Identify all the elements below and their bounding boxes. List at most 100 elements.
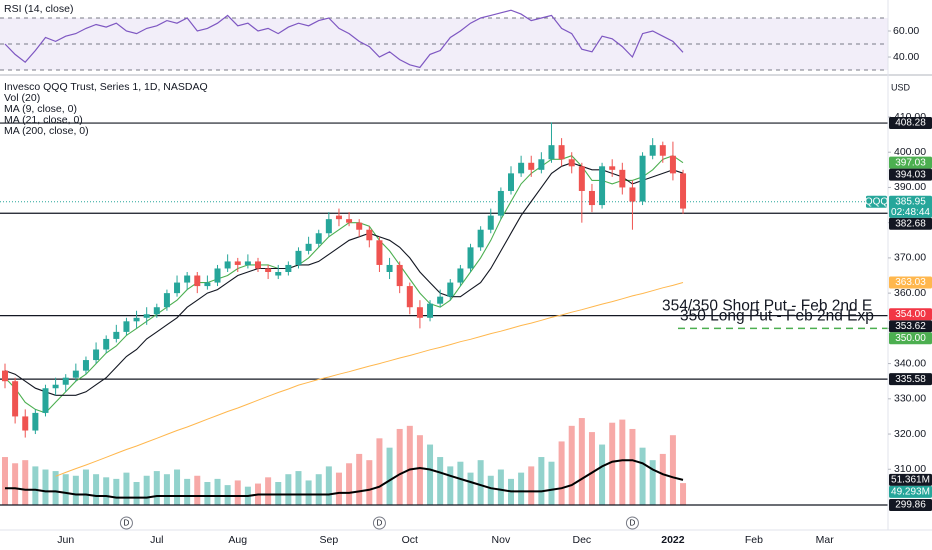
volume-bar [406,425,413,505]
dividend-marker-text: D [124,519,130,528]
volume-bar [629,428,636,505]
volume-bar [457,461,464,505]
volume-bar [558,441,565,505]
volume-bar [42,469,49,505]
volume-bar [659,453,666,505]
volume-bar [376,438,383,505]
candle-body [518,162,525,174]
ma-legend: MA (200, close, 0) [4,125,89,137]
dividend-marker [372,516,386,530]
volume-bar [113,478,120,505]
x-tick-label: Jun [57,534,74,546]
candle-body [335,215,342,220]
volume-bar [619,419,626,505]
candle-body [568,159,575,167]
volume-bar [123,472,130,505]
volume-bar [487,475,494,505]
y-tick-label: 390.00 [894,181,926,193]
candle-body [457,268,464,283]
candle-body [275,271,282,276]
annotation-label-text: 350.00 [895,333,926,344]
level-label-text: 299.86 [895,500,926,511]
candle-body [315,233,322,244]
candle-body [22,416,29,431]
volume-label [889,485,932,498]
ma-line [55,282,684,477]
volume-bar [163,474,170,505]
volume-bar [447,466,454,505]
candle-body [629,187,636,202]
candle-body [366,229,373,241]
x-tick-label: Feb [745,534,763,546]
candle-body [467,247,474,269]
volume-bar [366,460,373,505]
volume-bar [335,472,342,505]
candle-body [619,169,626,188]
volume-bar [93,474,100,505]
ma-legend: MA (21, close, 0) [4,114,83,126]
candle-body [174,282,181,294]
volume-bar [680,483,687,505]
candle-body [680,173,687,209]
candle-body [295,250,302,265]
ma-legend: MA (9, close, 0) [4,103,77,115]
candle-body [406,286,413,308]
annotation-text: 354/350 Short Put - Feb 2nd E [662,297,872,314]
candle-body [447,282,454,297]
volume-bar [427,444,434,505]
volume-bar [437,457,444,505]
annotation-label [889,308,932,321]
annotation-label-text: 354.00 [895,309,926,320]
ma-value-label-text: 363.03 [895,277,926,288]
x-tick-label: Aug [228,534,247,546]
volume-bar [265,477,272,505]
volume-label-text: 49.293M [891,487,930,498]
candle-body [376,240,383,265]
level-label-text: 408.28 [895,118,926,129]
candle-body [538,159,545,170]
rsi-tick-label: 40.00 [893,51,919,63]
candle-body [184,275,191,283]
volume-bar [133,482,140,505]
x-tick-label: Mar [816,534,835,546]
currency-label: USD [891,82,911,92]
candle-body [659,145,666,156]
candle-body [639,155,646,202]
x-tick-label: 2022 [661,534,685,546]
volume-bar [184,478,191,505]
volume-bar [103,477,110,505]
dividend-marker [625,516,639,530]
candle-body [325,219,332,234]
candle-body [2,370,8,382]
symbol-badge [866,195,887,208]
dividend-marker-text: D [377,519,383,528]
ma-value-label [889,276,932,289]
candle-body [143,314,150,318]
candle-body [123,321,130,332]
level-label-text: 335.58 [895,374,926,385]
dividend-marker [119,516,133,530]
candle-body [32,412,39,431]
y-tick-label: 370.00 [894,252,926,264]
candle-body [599,166,606,206]
volume-bar [72,475,79,505]
volume-bar [234,480,241,505]
rsi-line [4,9,684,69]
candle-body [12,381,19,417]
candle-body [244,261,251,265]
level-label [889,217,932,230]
volume-bar [153,471,160,505]
volume-ma-label [889,473,932,486]
x-tick-label: Dec [572,534,591,546]
candle-body [42,388,49,413]
volume-bar [12,463,19,505]
level-label-text: 382.68 [895,218,926,229]
volume-legend: Vol (20) [4,92,40,104]
last-price-label [889,195,932,218]
level-label [889,498,932,511]
volume-bar [356,453,363,505]
volume-bar [588,432,595,505]
candle-body [214,268,221,283]
volume-bar [194,475,201,505]
candle-body [477,229,484,248]
